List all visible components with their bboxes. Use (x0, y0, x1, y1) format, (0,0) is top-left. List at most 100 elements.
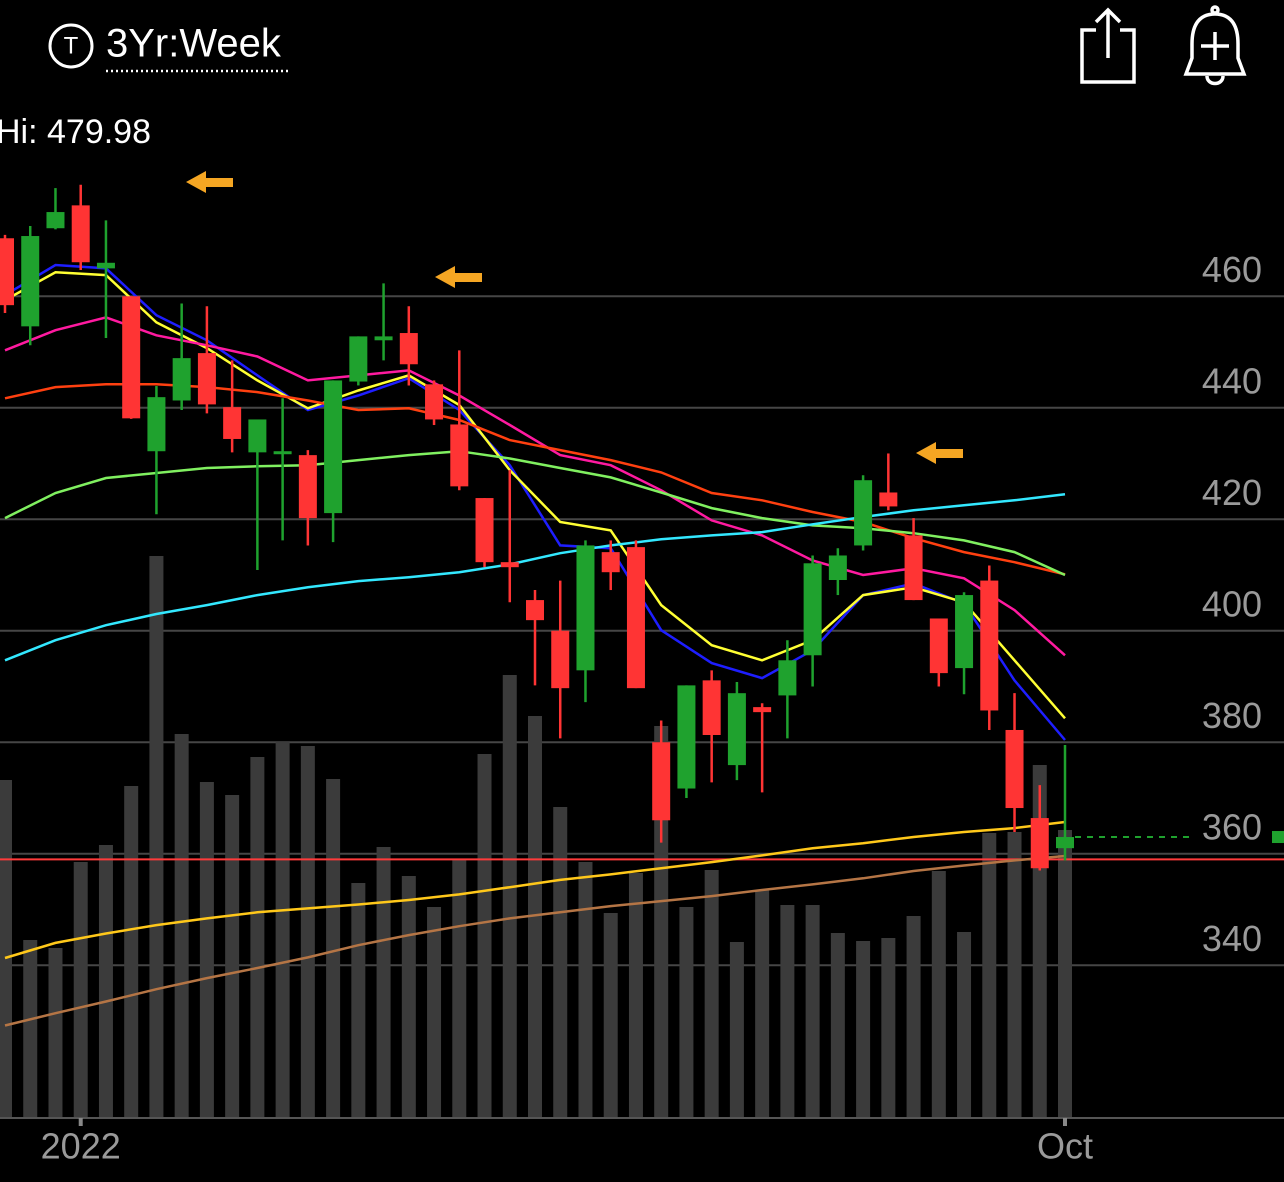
candle-body (652, 742, 671, 821)
moving-average-line (4, 854, 1066, 1027)
moving-average-line (4, 449, 1066, 577)
candle-body (122, 296, 141, 419)
volume-bar (856, 941, 871, 1118)
candle-body (702, 680, 721, 735)
candle-body (1005, 729, 1024, 809)
candle-body (551, 630, 570, 689)
candle-body (727, 693, 746, 766)
candle-body (828, 555, 847, 581)
candle-body (0, 238, 14, 306)
arrow (435, 266, 482, 288)
volume-bar (0, 780, 12, 1118)
candle-body (677, 685, 696, 789)
volume-bar (729, 942, 744, 1118)
ticker-icon-letter: T (64, 32, 79, 59)
candle-body (626, 547, 645, 689)
volume-bar (174, 734, 189, 1118)
volume-bar (654, 726, 669, 1118)
y-tick-label: 360 (1202, 806, 1262, 847)
candle-body (71, 205, 90, 263)
volume-bar (528, 716, 542, 1118)
candle-body (450, 424, 469, 487)
volume-bar (628, 873, 643, 1118)
candle-body (803, 563, 822, 656)
share-button[interactable] (1080, 7, 1136, 84)
candle-body (21, 236, 40, 327)
ticker-icon[interactable] (48, 23, 94, 69)
annotation-arrows (186, 171, 963, 464)
moving-average-line (4, 492, 1066, 662)
volume-bar (881, 938, 896, 1118)
volume-bar (124, 786, 139, 1118)
y-tick-label: 460 (1202, 249, 1262, 290)
volume-bar (679, 907, 694, 1118)
volume-bar (351, 883, 366, 1118)
volume-bar (73, 862, 88, 1118)
bell-body (1183, 12, 1247, 76)
candle-body (929, 618, 948, 674)
candle-body (349, 336, 368, 382)
candle-body (854, 480, 873, 546)
candle-body (778, 660, 797, 696)
candle-body (980, 580, 999, 711)
arrow (186, 171, 233, 193)
volume-bar (401, 876, 416, 1118)
share-arrow-head (1094, 7, 1122, 24)
candle-body (374, 336, 393, 341)
candle-body (172, 358, 191, 401)
candle-body (1030, 818, 1049, 869)
candle-body (904, 535, 923, 601)
candle-body (399, 333, 418, 365)
volume-bar (250, 757, 265, 1118)
alert-button[interactable] (1183, 5, 1247, 86)
volume-bar (98, 845, 113, 1118)
high-label: Hi: 479.98 (0, 113, 151, 151)
candle-body (96, 262, 115, 269)
moving-average-line (4, 820, 1066, 960)
volume-bar (477, 754, 492, 1118)
volume-bar (300, 746, 315, 1118)
volume-bar (780, 905, 795, 1118)
candle-body (526, 600, 544, 621)
candle-body (753, 707, 772, 713)
candle-body (601, 552, 620, 573)
volume-bar (23, 940, 38, 1118)
volume-bar (502, 675, 517, 1118)
volume-bar (199, 782, 214, 1118)
volume-bar (1007, 832, 1022, 1118)
volume-bar (755, 890, 770, 1118)
candle-body (248, 419, 267, 453)
candle-body (475, 498, 494, 563)
x-tick-label: 2022 (41, 1126, 121, 1167)
bell-top (1210, 5, 1220, 15)
candle-body (955, 595, 974, 669)
volume-bar (603, 913, 618, 1118)
candle-body (197, 353, 216, 405)
volume-bar (805, 905, 820, 1118)
y-tick-label: 420 (1202, 472, 1262, 513)
volume-bar (275, 742, 290, 1118)
bell-clapper (1205, 75, 1225, 86)
candle-body (223, 407, 242, 439)
y-tick-label: 400 (1202, 583, 1262, 624)
volume-bar (48, 948, 63, 1118)
candle-body (1056, 837, 1074, 849)
last-price-tag (1272, 831, 1284, 844)
period-selector[interactable]: 3Yr:Week (106, 22, 282, 66)
candle-body (879, 492, 898, 507)
candle-body (324, 380, 343, 514)
y-tick-label: 380 (1202, 695, 1262, 736)
plot-area: 2022 Oct 340 360 380 400 420 440 460 (0, 184, 1284, 1167)
volume-bar (427, 907, 442, 1118)
volume-bar (1058, 830, 1072, 1118)
candle-body (147, 397, 166, 452)
volume-bar (452, 859, 467, 1118)
x-tick-label: Oct (1037, 1126, 1093, 1167)
candle-body (576, 545, 595, 671)
volume-bar (149, 556, 164, 1118)
volume-bar (957, 932, 972, 1118)
volume-bar (553, 807, 568, 1118)
volume-bar (376, 847, 391, 1118)
